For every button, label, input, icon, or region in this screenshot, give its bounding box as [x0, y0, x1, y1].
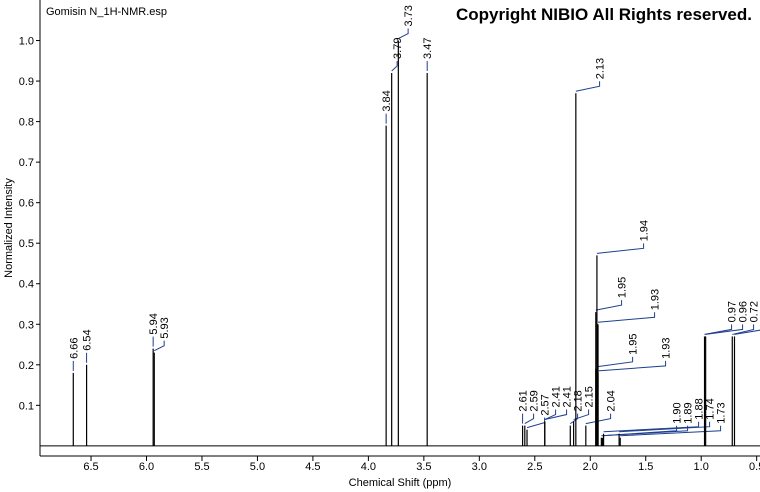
x-tick-label: 2.5 [527, 461, 542, 473]
peak-leader [596, 243, 645, 254]
peak-label: 1.94 [639, 220, 651, 241]
peak-leader [704, 324, 733, 335]
peak-label: 1.90 [672, 402, 684, 423]
peak-label: 2.59 [529, 390, 541, 411]
peak-label: 1.93 [650, 289, 662, 310]
peak-label: 1.74 [705, 398, 717, 419]
y-tick-label: 0.5 [19, 238, 34, 250]
peak-leader [597, 360, 667, 372]
y-tick-label: 0.3 [19, 319, 34, 331]
y-tick-label: 0.6 [19, 198, 34, 210]
peak-leader [619, 421, 711, 433]
x-tick-label: 1.0 [694, 461, 709, 473]
x-tick-label: 2.0 [583, 461, 598, 473]
copyright: Copyright NIBIO All Rights reserved. [456, 5, 752, 24]
peak-leader [732, 324, 755, 335]
peak-label: 1.93 [661, 337, 673, 358]
peak-label: 2.41 [562, 386, 574, 407]
peak-label: 0.96 [738, 301, 750, 322]
peak-label: 2.41 [551, 386, 563, 407]
peak-label: 2.13 [595, 58, 607, 79]
x-tick-label: 1.5 [638, 461, 653, 473]
peak-label: 5.94 [148, 313, 160, 334]
peak-label: 0.97 [727, 301, 739, 322]
y-tick-label: 0.1 [19, 400, 34, 412]
peak-label: 2.61 [518, 390, 530, 411]
x-tick-label: 5.5 [194, 461, 209, 473]
peak-leader [391, 60, 398, 72]
peak-leader [603, 421, 700, 433]
y-axis-title: Normalized Intensity [3, 178, 15, 278]
peak-label: 2.04 [606, 390, 618, 411]
peak-label: 6.66 [68, 337, 80, 358]
x-tick-label: 4.5 [305, 461, 320, 473]
peak-leader [595, 300, 623, 311]
peak-label: 2.57 [540, 394, 552, 415]
peak-label: 0.72 [749, 301, 760, 322]
y-tick-label: 0.7 [19, 157, 34, 169]
peak-leader [595, 356, 634, 368]
peak-leader [544, 409, 557, 421]
peak-leader [573, 409, 590, 421]
peak-label: 1.89 [683, 402, 695, 423]
peak-leader [705, 324, 744, 335]
peak-leader [575, 81, 601, 92]
peak-leader [585, 413, 612, 425]
peak-leader [544, 409, 568, 421]
x-tick-label: 6.0 [139, 461, 154, 473]
peak-label: 3.73 [403, 5, 415, 26]
y-tick-label: 0.4 [19, 279, 34, 291]
y-tick-label: 1.0 [19, 36, 34, 48]
x-tick-label: 4.0 [361, 461, 376, 473]
peak-label: 5.93 [159, 317, 171, 338]
x-tick-label: 0.5 [749, 461, 760, 473]
peak-label: 6.54 [82, 329, 94, 350]
x-tick-label: 5.0 [250, 461, 265, 473]
peak-leader [526, 417, 546, 429]
peak-leader [398, 28, 409, 39]
peak-leader [154, 340, 165, 352]
y-tick-label: 0.8 [19, 117, 34, 129]
x-tick-label: 3.5 [416, 461, 431, 473]
x-tick-label: 3.0 [472, 461, 487, 473]
peak-label: 1.88 [694, 398, 706, 419]
peak-leader [597, 312, 656, 323]
peak-label: 3.47 [422, 38, 434, 59]
y-tick-label: 0.2 [19, 360, 34, 372]
peak-label: 1.95 [628, 333, 640, 354]
peak-leader [620, 425, 722, 437]
file-name: Gomisin N_1H-NMR.esp [46, 6, 167, 18]
peak-label: 1.73 [716, 402, 728, 423]
x-tick-label: 6.5 [83, 461, 98, 473]
peak-label: 1.95 [617, 277, 629, 298]
peak-label: 3.84 [381, 90, 393, 111]
peak-leader [734, 329, 760, 335]
peak-leader [524, 413, 535, 425]
y-tick-label: 0.9 [19, 76, 34, 88]
x-axis-title: Chemical Shift (ppm) [349, 477, 452, 489]
peak-label: 2.15 [584, 386, 596, 407]
